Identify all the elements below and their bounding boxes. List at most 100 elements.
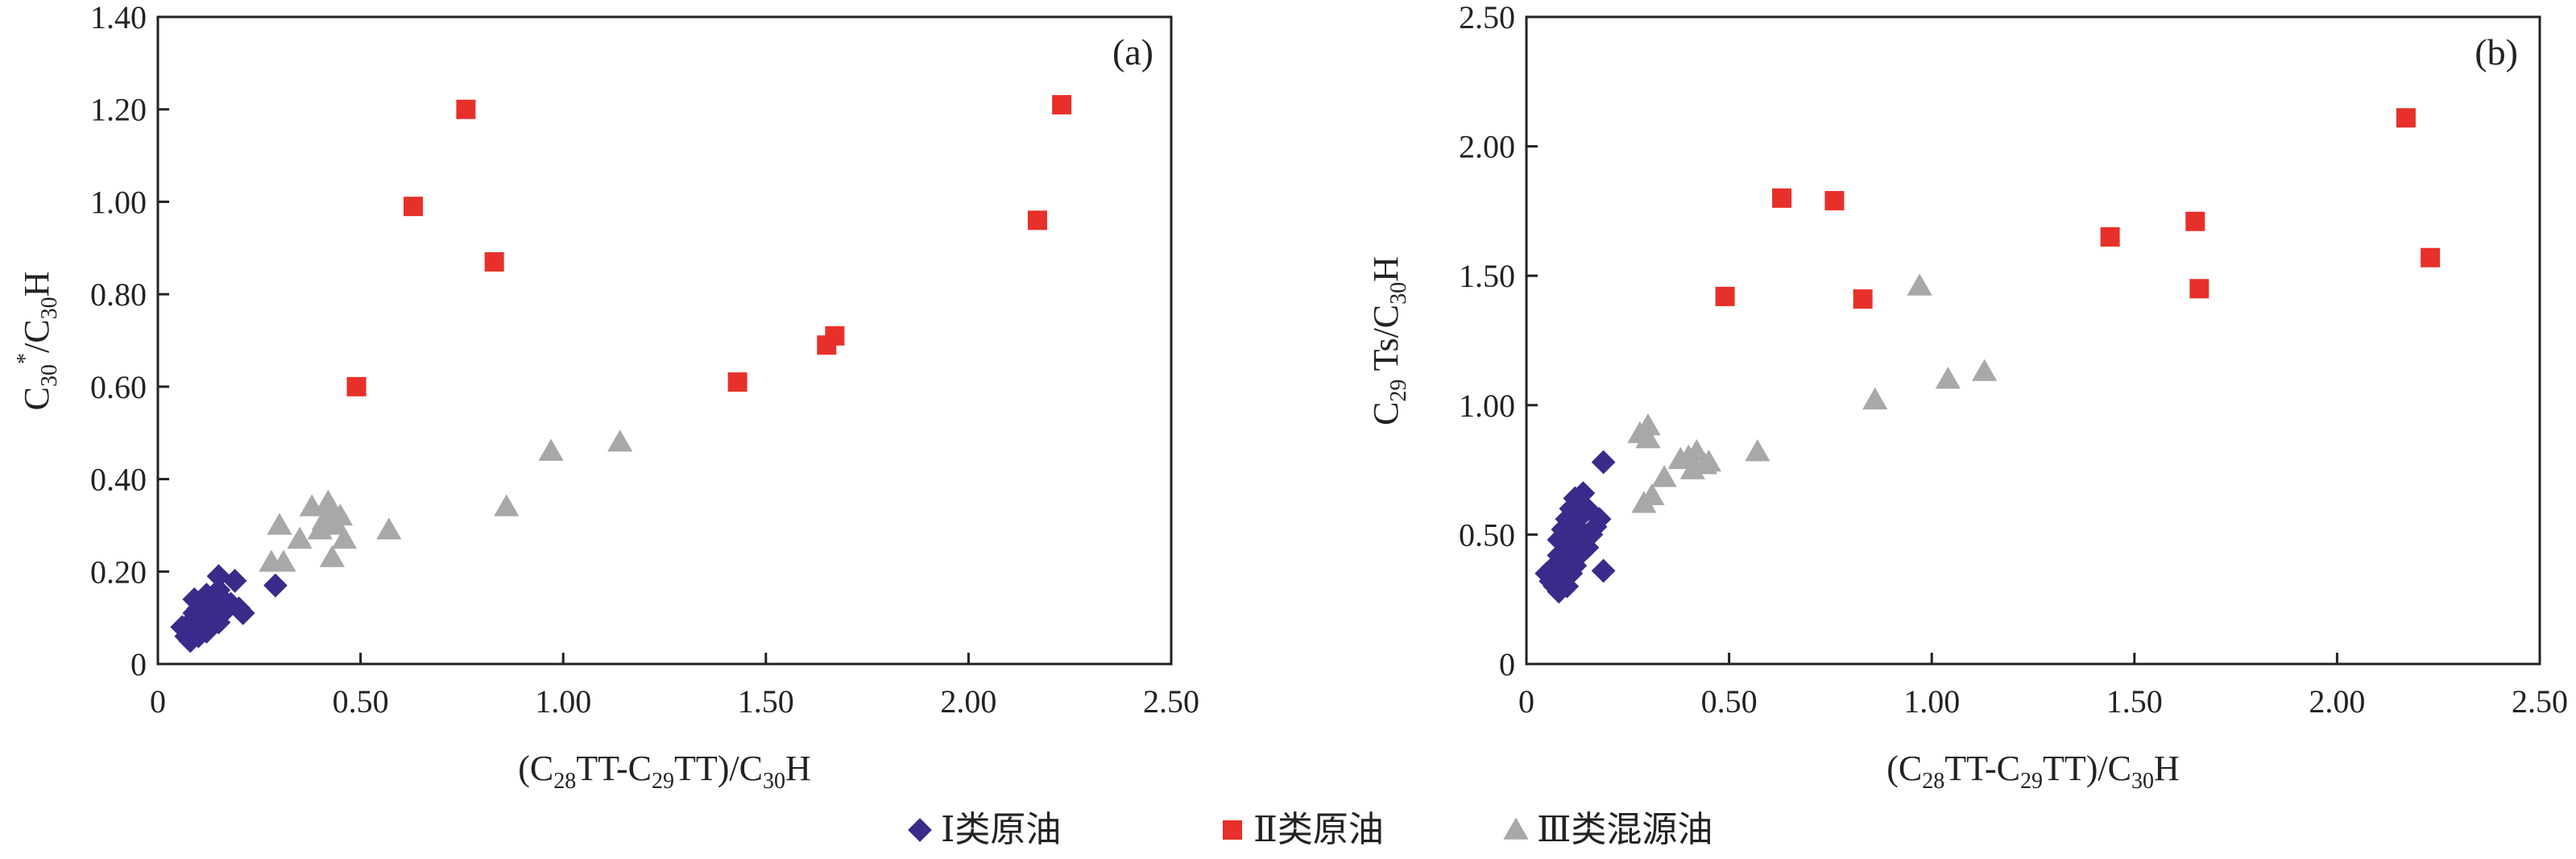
x-tick-label: 2.50 xyxy=(2512,683,2568,720)
y-tick-label: 0 xyxy=(130,646,147,683)
y-tick-label: 0.60 xyxy=(90,369,147,405)
data-point-triangle xyxy=(319,545,345,567)
data-point-diamond xyxy=(1591,450,1616,475)
data-point-square xyxy=(404,197,424,217)
data-point-triangle xyxy=(1696,449,1722,472)
data-point-triangle xyxy=(327,503,354,526)
data-point-triangle xyxy=(1862,387,1888,410)
y-tick-label: 2.00 xyxy=(1459,129,1515,165)
data-point-triangle xyxy=(1972,359,1998,381)
data-point-triangle xyxy=(331,526,358,549)
panel-b-chart: 0 0.50 1.00 1.50 2.00 2.50 0 0.50 1.00 1.50 2.00 2… xyxy=(1366,0,2568,794)
panel-a-points xyxy=(170,94,1072,654)
legend-marker-diamond xyxy=(908,818,932,842)
panel-b-x-axis: 0 0.50 1.00 1.50 2.00 2.50 xyxy=(1518,653,2568,720)
x-tick-label: 2.50 xyxy=(1143,683,1199,720)
legend-item: Ⅱ类原油 xyxy=(1223,810,1384,849)
y-tick-label: 0.40 xyxy=(90,462,147,498)
data-point-square xyxy=(484,251,504,272)
data-point-triangle xyxy=(1651,465,1677,488)
y-tick-label: 1.00 xyxy=(90,184,147,220)
panel-a-x-axis-label: (C28TT-C29TT)/C30H xyxy=(518,749,810,794)
y-tick-label: 1.00 xyxy=(1459,388,1515,424)
legend-label: Ⅲ类混源油 xyxy=(1537,810,1713,849)
legend-marker-triangle xyxy=(1503,817,1529,840)
data-point-square xyxy=(1853,289,1873,309)
data-point-triangle xyxy=(271,550,296,572)
x-tick-label: 0 xyxy=(150,683,166,720)
data-point-diamond xyxy=(1591,558,1616,583)
data-point-square xyxy=(1824,191,1845,211)
data-point-diamond xyxy=(1551,517,1576,542)
x-tick-label: 0.50 xyxy=(1701,683,1758,720)
data-point-triangle xyxy=(494,494,520,517)
data-point-square xyxy=(2100,227,2120,247)
data-point-triangle xyxy=(1635,425,1661,449)
data-point-square xyxy=(1715,286,1735,306)
x-tick-label: 1.00 xyxy=(535,683,591,720)
panel-b-plot-frame xyxy=(1525,15,2541,666)
x-tick-label: 0.50 xyxy=(333,683,389,720)
data-point-square xyxy=(2185,211,2205,231)
x-tick-label: 2.00 xyxy=(2309,683,2365,720)
data-point-diamond xyxy=(1587,507,1612,532)
data-point-diamond xyxy=(1555,535,1580,560)
data-point-triangle xyxy=(267,512,292,535)
data-point-diamond xyxy=(1547,579,1572,604)
legend-marker-square xyxy=(1223,820,1242,840)
data-point-square xyxy=(2421,247,2441,268)
y-tick-label: 0.20 xyxy=(90,554,147,590)
data-point-square xyxy=(456,99,476,119)
data-point-square xyxy=(346,376,367,396)
data-point-diamond xyxy=(1547,543,1572,567)
data-point-diamond xyxy=(263,573,288,598)
panel-b-x-axis-label: (C28TT-C29TT)/C30H xyxy=(1886,749,2179,794)
y-tick-label: 1.50 xyxy=(1459,258,1515,294)
legend-item: Ⅲ类混源油 xyxy=(1503,810,1713,849)
panel-a-plot-frame xyxy=(156,15,1173,666)
panel-a-label: (a) xyxy=(1112,31,1153,73)
panel-b-y-axis: 0 0.50 1.00 1.50 2.00 2.50 xyxy=(1459,0,1538,683)
data-point-square xyxy=(1052,94,1072,114)
y-tick-label: 0 xyxy=(1499,646,1515,683)
data-point-diamond xyxy=(1547,527,1572,552)
y-tick-label: 0.50 xyxy=(1459,517,1515,553)
panel-a-y-axis-label: C30*/C30H xyxy=(13,272,62,411)
y-tick-label: 0.80 xyxy=(90,276,147,313)
data-point-square xyxy=(727,372,748,392)
data-point-triangle xyxy=(1907,273,1932,296)
panel-a-y-axis: 0 0.20 0.40 0.60 0.80 1.00 1.20 1.40 xyxy=(90,0,169,683)
data-point-square xyxy=(825,326,845,346)
panel-b-label: (b) xyxy=(2475,31,2518,73)
data-point-diamond xyxy=(1555,574,1580,599)
data-point-triangle xyxy=(538,438,564,461)
y-tick-label: 2.50 xyxy=(1459,0,1515,35)
data-point-diamond xyxy=(222,568,247,593)
legend-label: Ⅱ类原油 xyxy=(1253,810,1384,849)
data-point-square xyxy=(2396,108,2416,128)
x-tick-label: 0 xyxy=(1518,683,1534,720)
panel-b-y-axis-label: C29 Ts/C30H xyxy=(1366,256,1411,425)
x-tick-label: 1.50 xyxy=(2106,683,2163,720)
data-point-triangle xyxy=(1635,413,1661,436)
data-point-square xyxy=(2189,279,2209,299)
x-tick-label: 1.50 xyxy=(738,683,794,720)
data-point-triangle xyxy=(376,517,402,540)
panel-b-points xyxy=(1534,108,2441,604)
panel-a-chart: 0 0.20 0.40 0.60 0.80 1.00 1.20 1.40 0 0.50 1.00 1… xyxy=(13,0,1199,794)
data-point-diamond xyxy=(230,601,255,625)
panel-a-x-axis: 0 0.50 1.00 1.50 2.00 2.50 xyxy=(150,653,1199,720)
data-point-triangle xyxy=(1935,367,1961,389)
legend-item: Ⅰ类原油 xyxy=(908,810,1061,849)
data-point-square xyxy=(1027,210,1047,230)
data-point-triangle xyxy=(287,526,313,549)
x-tick-label: 1.00 xyxy=(1903,683,1960,720)
data-point-diamond xyxy=(1543,554,1568,578)
data-point-diamond xyxy=(1555,548,1580,573)
data-point-triangle xyxy=(1745,439,1770,462)
data-point-triangle xyxy=(607,430,633,452)
x-tick-label: 2.00 xyxy=(940,683,996,720)
legend-label: Ⅰ类原油 xyxy=(941,810,1061,849)
data-point-triangle xyxy=(1639,483,1665,505)
